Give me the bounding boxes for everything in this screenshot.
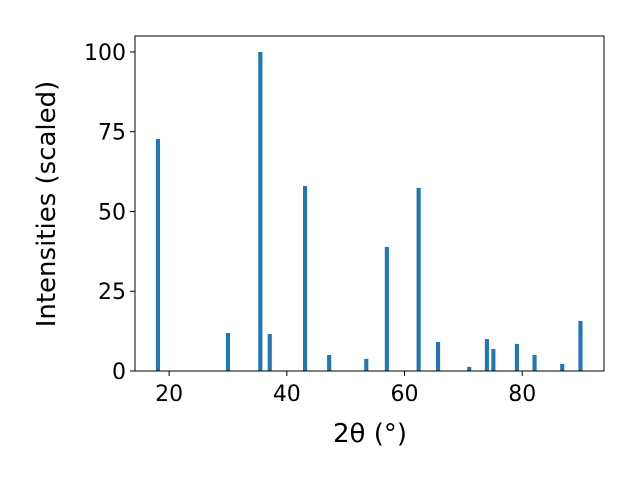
bar: [467, 366, 472, 371]
bar: [384, 246, 389, 371]
x-tick-label: 80: [508, 382, 536, 407]
x-tick-label: 40: [273, 382, 301, 407]
bar: [532, 355, 537, 371]
bar: [225, 333, 231, 371]
bar: [155, 139, 161, 371]
x-tick-label: 60: [391, 382, 419, 407]
bar: [514, 343, 519, 371]
bar: [258, 51, 263, 371]
bar: [435, 341, 441, 371]
y-tick-label: 50: [98, 200, 126, 225]
bar: [303, 185, 308, 371]
bar: [327, 355, 332, 371]
bar: [560, 363, 565, 371]
bar: [484, 339, 489, 371]
bar: [578, 320, 583, 371]
x-tick-label: 20: [155, 382, 183, 407]
plot-frame: [134, 35, 605, 372]
bar: [267, 333, 272, 371]
x-axis-label: 2θ (°): [333, 419, 407, 449]
y-tick-label: 75: [98, 121, 126, 146]
bar: [491, 348, 496, 371]
y-tick-label: 100: [84, 41, 126, 66]
bar: [364, 358, 369, 371]
bar: [416, 187, 421, 371]
y-tick-label: 25: [98, 280, 126, 305]
y-axis-label: Intensities (scaled): [32, 81, 62, 328]
y-tick-label: 0: [112, 360, 126, 385]
